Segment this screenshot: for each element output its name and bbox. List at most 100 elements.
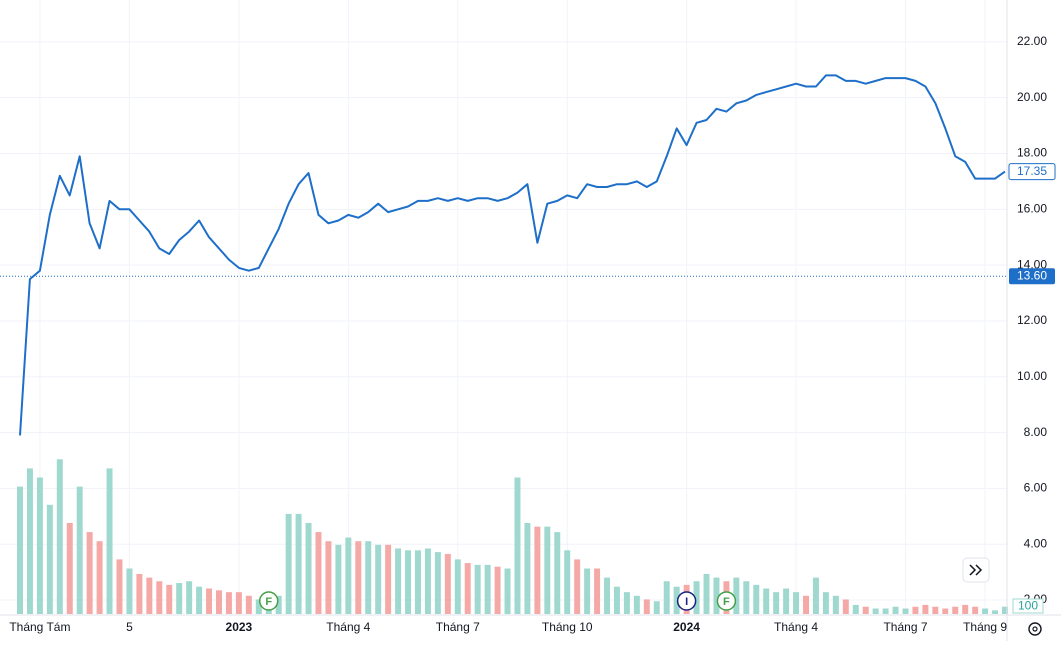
volume-bar [424,548,431,614]
volume-bar [564,550,571,614]
volume-bar [663,581,670,614]
volume-bar [405,550,412,614]
volume-bar [375,544,382,614]
volume-bar [56,459,63,614]
volume-bar [872,608,879,614]
gear-core[interactable] [1032,626,1038,632]
volume-bar [186,581,193,614]
x-tick-label: 5 [126,620,133,634]
volume-bar [46,504,53,614]
volume-bar [544,526,551,614]
volume-bar [882,608,889,614]
volume-bar [613,586,620,614]
volume-bar [892,606,899,614]
volume-bar [106,468,113,614]
volume-bar [395,548,402,614]
volume-bar [196,586,203,614]
volume-bar [255,599,262,614]
event-marker [716,591,737,611]
volume-bar [1002,606,1008,614]
volume-bar [454,559,461,614]
volume-bar [534,526,541,614]
volume-bar [325,541,332,614]
volume-bar [753,584,760,614]
y-tick-label: 22.00 [1017,34,1047,48]
y-tick-label: 18.00 [1017,146,1047,160]
last-price-label: 17.35 [1017,164,1047,178]
y-tick-label: 6.00 [1024,481,1048,495]
x-tick-label: Tháng 7 [436,620,480,634]
y-tick-label: 16.00 [1017,201,1047,215]
x-tick-label: Tháng Tám [9,620,70,634]
event-label: F [723,596,730,608]
volume-bar [504,568,511,614]
volume-bar [733,577,740,614]
volume-bar [703,573,710,614]
reference-label: 13.60 [1017,268,1047,282]
event-marker [258,591,279,611]
volume-bar [414,550,421,614]
volume-bar [225,592,232,614]
volume-bar [206,588,213,614]
volume-bar [972,606,979,614]
gear-icon[interactable] [1028,622,1042,636]
price-line [19,74,1006,436]
volume-bar [464,563,471,614]
volume-bar [335,544,342,614]
volume-bar [623,592,630,614]
volume-bar [693,581,700,614]
price-layer [0,74,1007,436]
scroll-right-button[interactable] [962,557,990,583]
x-tick-label: 2023 [226,620,253,634]
volume-bar [176,583,183,614]
volume-bar [982,608,989,614]
x-tick-label: Tháng 4 [774,620,818,634]
volume-bar [822,592,829,614]
volume-bar [852,604,859,614]
y-tick-label: 8.00 [1024,425,1048,439]
volume-bar [763,588,770,614]
volume-bar [494,566,501,614]
volume-bar [146,577,153,614]
volume-bar [862,606,869,614]
volume-bar [743,581,750,614]
volume-bar [126,568,133,614]
volume-bar [275,595,282,614]
volume-bar [952,606,959,614]
volume-bar [216,590,222,614]
volume-bar [385,544,392,614]
volume-bar [653,601,660,614]
settings-button[interactable] [1028,622,1042,636]
volume-bar [962,604,969,614]
volume-bar [932,606,939,614]
volume-bar [76,486,83,614]
y-tick-label: 10.00 [1017,369,1047,383]
volume-bar [484,564,491,614]
x-tick-label: Tháng 4 [326,620,370,634]
volume-bar [812,577,819,614]
volume-bar [633,595,640,614]
volume-bar [793,592,800,614]
y-tick-label: 20.00 [1017,90,1047,104]
event-label: I [685,596,688,608]
volume-bar [643,599,650,614]
volume-bar [305,523,312,614]
volume-bar [832,595,839,614]
volume-bar [524,523,531,614]
volume-bar [673,586,680,614]
volume-bar [992,610,999,614]
volume-bar [594,568,601,614]
volume-bar [584,568,591,614]
volume-bar [604,577,611,614]
volume-bar [444,553,451,614]
volume-bar [514,477,521,614]
volume-bar [96,541,103,614]
button-icon[interactable] [969,564,983,576]
volume-bar [345,537,352,614]
volume-bar [166,584,173,614]
volume-bar [783,588,790,614]
reference-box [1009,268,1055,285]
volume-bar [842,599,849,614]
volume-bar [26,468,33,614]
volume-bar [554,532,561,614]
